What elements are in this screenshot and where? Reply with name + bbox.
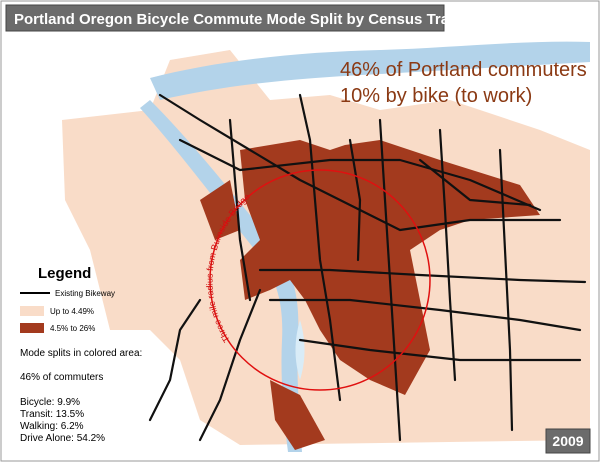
columbia-river xyxy=(150,41,590,100)
legend-share: 46% of commuters xyxy=(20,372,103,383)
title: Portland Oregon Bicycle Commute Mode Spl… xyxy=(14,11,462,28)
year-box xyxy=(545,428,591,454)
legend-item: Up to 4.49% xyxy=(50,307,94,316)
radius-circle xyxy=(209,169,431,391)
legend-swatch xyxy=(20,323,44,333)
year: 2009 xyxy=(552,433,583,449)
bikeways xyxy=(148,93,587,442)
legend-note: Mode splits in colored area: xyxy=(20,348,142,359)
high-share-tracts-south xyxy=(270,380,325,450)
mode-split: Walking: 6.2% xyxy=(20,421,84,432)
legend-title: Legend xyxy=(38,265,91,282)
annotation-line: 10% by bike (to work) xyxy=(340,85,532,107)
mode-split: Bicycle: 9.9% xyxy=(20,397,80,408)
legend-item: Existing Bikeway xyxy=(55,289,115,298)
mode-split: Transit: 13.5% xyxy=(20,409,84,420)
annotation-line: 46% of Portland commuters xyxy=(340,59,587,81)
legend-swatch xyxy=(20,306,44,316)
mode-split: Drive Alone: 54.2% xyxy=(20,433,105,444)
legend-item: 4.5% to 26% xyxy=(50,324,95,333)
island xyxy=(295,320,305,380)
legend: Legend Existing Bikeway Up to 4.49% 4.5%… xyxy=(20,265,142,444)
title-bar xyxy=(5,4,445,32)
high-share-tracts-west xyxy=(200,180,240,240)
